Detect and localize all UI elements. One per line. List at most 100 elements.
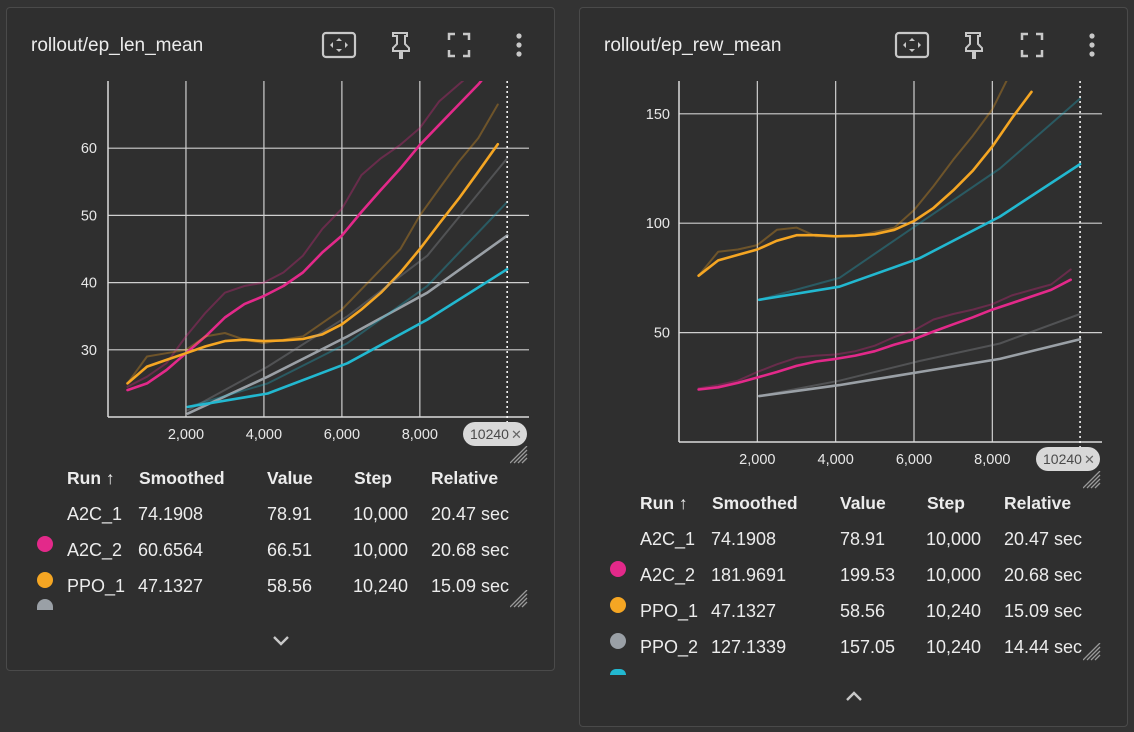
header-value[interactable]: Value (840, 493, 886, 513)
x-tick-label: 6,000 (324, 427, 360, 443)
cell-smoothed: 181.9691 (711, 565, 787, 585)
series-line-ppo-2-smoothed (186, 267, 509, 409)
x-tick-label: 6,000 (896, 452, 932, 468)
chevron-down-icon[interactable] (271, 634, 291, 648)
y-tick-label: 60 (81, 141, 97, 157)
series-line-ppo-2-smoothed (757, 162, 1082, 302)
cell-value: 58.56 (267, 576, 313, 596)
close-icon[interactable]: ✕ (510, 427, 522, 442)
fit-domain-icon[interactable] (894, 30, 930, 60)
cell-step: 10,000 (926, 529, 982, 549)
resize-handle-icon[interactable] (510, 590, 528, 608)
step-chip-label: 10240 (1043, 451, 1082, 467)
color-dot-a2c-1 (37, 536, 53, 552)
step-chip-label: 10240 (470, 426, 509, 442)
series-line-a2c-1-raw (697, 268, 1072, 390)
header-run[interactable]: Run ↑ (640, 493, 688, 513)
x-tick-label: 2,000 (168, 427, 204, 443)
header-step[interactable]: Step (927, 493, 965, 513)
header-value[interactable]: Value (267, 468, 313, 488)
step-chip[interactable]: 10240 ✕ (463, 422, 527, 446)
cell-value: 66.51 (267, 540, 313, 560)
fullscreen-icon[interactable] (1020, 30, 1044, 60)
series-line-a2c-2-raw (697, 81, 1008, 277)
color-dot-ppo-2 (610, 669, 626, 675)
chart-ep-len-mean: 2,000 4,000 6,000 8,000 30 40 50 60 (81, 81, 529, 443)
fit-domain-icon[interactable] (321, 30, 357, 60)
cell-relative: 20.68 sec (431, 540, 510, 560)
cell-relative: 15.09 sec (1004, 601, 1083, 621)
color-dot-a2c-1 (610, 561, 626, 577)
cell-smoothed: 74.1908 (138, 504, 204, 524)
y-tick-label: 150 (646, 107, 670, 123)
cell-value: 157.05 (840, 637, 896, 657)
card-title: rollout/ep_rew_mean (604, 35, 782, 56)
cell-smoothed: 47.1327 (138, 576, 204, 596)
cell-run: PPO_1 (67, 576, 126, 596)
color-dot-a2c-2 (610, 597, 626, 613)
x-tick-label: 4,000 (818, 452, 854, 468)
scalar-card-ep-len-mean: rollout/ep_len_mean 2,000 4,000 6,000 8,000… (6, 7, 555, 671)
series-line-ppo-2-raw (758, 97, 1082, 301)
cell-run: A2C_2 (640, 565, 696, 585)
cell-value: 78.91 (267, 504, 313, 524)
chevron-up-icon[interactable] (844, 689, 864, 703)
y-tick-label: 40 (81, 276, 97, 292)
series-line-ppo-2-raw (186, 201, 509, 408)
cell-run: PPO_1 (640, 601, 699, 621)
x-tick-label: 2,000 (739, 452, 775, 468)
cell-value: 58.56 (840, 601, 886, 621)
series-line-a2c-2-smoothed (697, 90, 1033, 278)
step-chip[interactable]: 10240 ✕ (1036, 447, 1100, 471)
y-tick-label: 50 (81, 208, 97, 224)
header-run[interactable]: Run ↑ (67, 468, 115, 488)
cell-relative: 14.44 sec (1004, 637, 1083, 657)
series-line-a2c-2-smoothed (126, 142, 500, 385)
series-line-a2c-1-smoothed (126, 81, 483, 392)
cell-smoothed: 60.6564 (138, 540, 204, 560)
pin-icon[interactable] (387, 30, 413, 60)
resize-handle-icon[interactable] (1083, 643, 1101, 661)
color-dot-a2c-2 (37, 572, 53, 588)
cell-value: 199.53 (840, 565, 896, 585)
more-vert-icon[interactable] (511, 30, 527, 60)
cell-relative: 15.09 sec (431, 576, 510, 596)
close-icon[interactable]: ✕ (1083, 452, 1095, 467)
cell-run: A2C_1 (640, 529, 696, 549)
series-line-ppo-1-raw (186, 157, 509, 412)
color-dot-ppo-1 (37, 599, 53, 610)
y-tick-label: 100 (646, 216, 670, 232)
series-line-a2c-1-smoothed (697, 278, 1073, 391)
series-line-a2c-2-raw (126, 103, 499, 385)
cell-smoothed: 127.1339 (711, 637, 787, 657)
header-smoothed[interactable]: Smoothed (712, 493, 798, 513)
series-line-ppo-1-raw (758, 313, 1082, 398)
cell-relative: 20.68 sec (1004, 565, 1083, 585)
header-relative[interactable]: Relative (1004, 493, 1072, 513)
cell-relative: 20.47 sec (1004, 529, 1083, 549)
fullscreen-icon[interactable] (447, 30, 471, 60)
grid (107, 81, 529, 418)
scalar-card-ep-rew-mean: rollout/ep_rew_mean 2,000 4,000 6,000 8,000… (579, 7, 1128, 727)
resize-handle-icon[interactable] (510, 446, 528, 464)
cell-run: A2C_1 (67, 504, 123, 524)
chart-ep-rew-mean: 2,000 4,000 6,000 8,000 50 100 150 (646, 81, 1102, 468)
y-tick-label: 50 (654, 326, 670, 342)
header-step[interactable]: Step (354, 468, 392, 488)
header-smoothed[interactable]: Smoothed (139, 468, 225, 488)
cell-step: 10,240 (926, 637, 982, 657)
series-line-ppo-1-smoothed (757, 337, 1082, 398)
more-vert-icon[interactable] (1084, 30, 1100, 60)
header-relative[interactable]: Relative (431, 468, 499, 488)
pin-icon[interactable] (960, 30, 986, 60)
cell-step: 10,240 (353, 576, 409, 596)
cell-smoothed: 47.1327 (711, 601, 777, 621)
grid (678, 81, 1102, 443)
series-line-a2c-1-raw (126, 81, 465, 388)
x-tick-label: 8,000 (402, 427, 438, 443)
cell-step: 10,000 (353, 504, 409, 524)
resize-handle-icon[interactable] (1083, 471, 1101, 489)
cell-run: A2C_2 (67, 540, 123, 560)
cell-step: 10,000 (926, 565, 982, 585)
x-tick-label: 8,000 (974, 452, 1010, 468)
